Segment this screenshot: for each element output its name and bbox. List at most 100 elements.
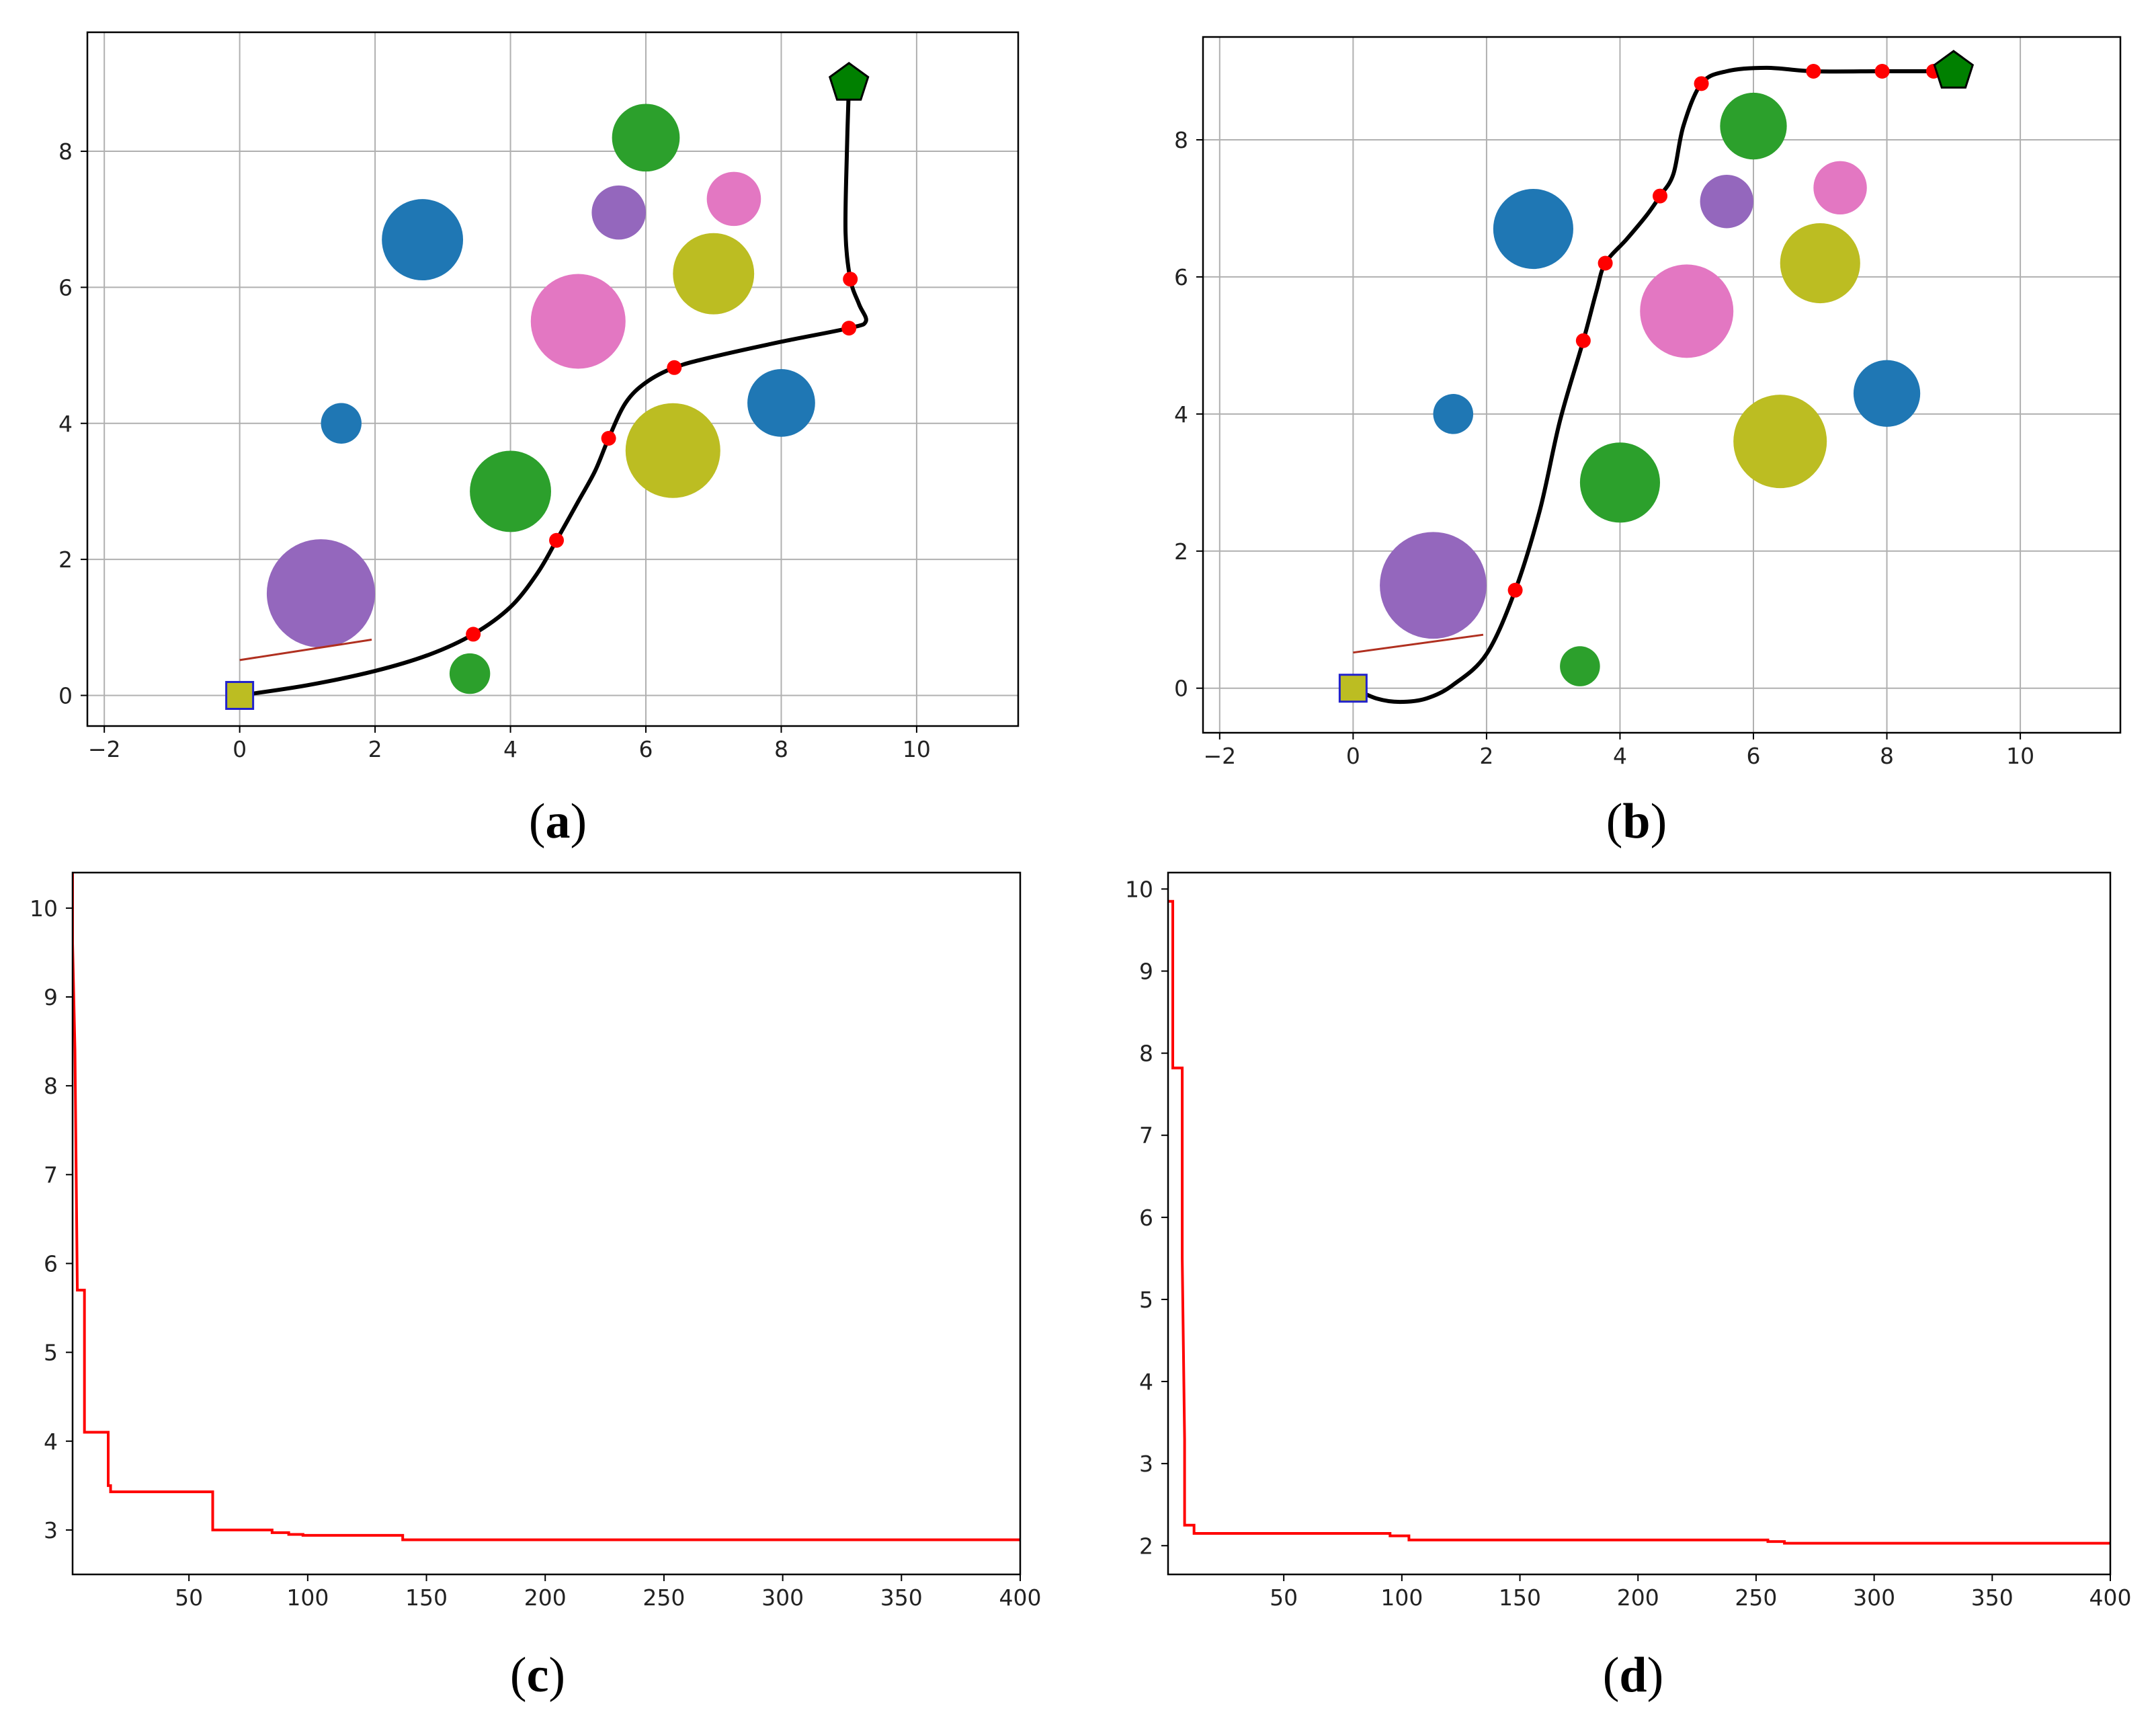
x-tick-label: 6 bbox=[639, 736, 653, 762]
y-tick-label: 4 bbox=[58, 411, 73, 437]
y-tick-label: 3 bbox=[1139, 1451, 1153, 1477]
convergence-plot-d: 50 100 150 200 250 300 350 400 2 3 4 5 6 7 8 9 10 bbox=[1089, 854, 2151, 1627]
y-tick-label: 2 bbox=[1174, 538, 1188, 565]
y-tick-label: 10 bbox=[1125, 876, 1153, 902]
x-tick-label: 200 bbox=[1617, 1584, 1659, 1611]
planned-path-line bbox=[239, 83, 868, 698]
obstacle-circle bbox=[530, 274, 626, 369]
x-tick-label: 150 bbox=[405, 1584, 448, 1611]
y-tick-label: 8 bbox=[1139, 1041, 1153, 1067]
y-tick-label: 7 bbox=[44, 1162, 58, 1188]
waypoint-marker bbox=[549, 532, 565, 548]
convergence-plot-d-svg: 50 100 150 200 250 300 350 400 2 3 4 5 6 7 8 9 10 bbox=[1125, 871, 2132, 1611]
y-tick-label: 7 bbox=[1139, 1123, 1153, 1149]
x-tick-label: 350 bbox=[880, 1584, 923, 1611]
obstacle-circle bbox=[747, 369, 815, 437]
y-tick-label: 9 bbox=[1139, 959, 1153, 985]
obstacle-circle bbox=[1560, 646, 1600, 686]
y-tick-label: 6 bbox=[1174, 264, 1188, 290]
path-plot-a-svg: −2 0 2 4 6 8 10 0 2 4 6 8 bbox=[58, 31, 1020, 762]
plot-content bbox=[1168, 899, 2110, 1545]
y-tick-label: 8 bbox=[44, 1073, 58, 1099]
cost-series-line bbox=[1168, 899, 2110, 1545]
caption-a-letter: a bbox=[545, 794, 571, 849]
obstacle-circle bbox=[382, 199, 464, 281]
plot-content bbox=[225, 62, 870, 710]
caption-c-close: ) bbox=[548, 1648, 566, 1703]
obstacle-circle bbox=[1493, 188, 1573, 270]
x-tick-label: 250 bbox=[1735, 1584, 1777, 1611]
waypoint-marker bbox=[841, 321, 857, 336]
waypoint-marker bbox=[1575, 333, 1591, 348]
obstacle-circle bbox=[1813, 161, 1867, 215]
caption-d: (d) bbox=[1532, 1647, 1734, 1704]
plot-content bbox=[1338, 50, 1975, 705]
obstacle-circle bbox=[673, 233, 755, 315]
x-tick-label: 4 bbox=[1613, 743, 1627, 769]
x-tick-label: 10 bbox=[2006, 743, 2034, 769]
caption-d-letter: d bbox=[1619, 1648, 1647, 1703]
obstacle-circle bbox=[266, 539, 376, 648]
waypoint-marker bbox=[1507, 582, 1523, 598]
waypoint-marker bbox=[1806, 63, 1821, 79]
y-tick-label: 8 bbox=[58, 138, 73, 165]
y-tick-label: 0 bbox=[58, 682, 73, 709]
obstacle-circle bbox=[612, 104, 680, 172]
y-tick-label: 2 bbox=[1139, 1533, 1153, 1559]
convergence-plot-c-svg: 50 100 150 200 250 300 350 400 3 4 5 6 7 8 9 10 bbox=[30, 871, 1042, 1611]
x-tick-label: 250 bbox=[642, 1584, 685, 1611]
x-tick-label: 300 bbox=[1853, 1584, 1895, 1611]
obstacle-circle bbox=[449, 653, 491, 694]
caption-c-letter: c bbox=[526, 1648, 549, 1703]
caption-d-open: ( bbox=[1602, 1648, 1620, 1703]
x-tick-label: 400 bbox=[999, 1584, 1042, 1611]
y-tick-label: 3 bbox=[44, 1517, 58, 1543]
start-square-marker bbox=[225, 680, 255, 710]
obstacle-circle bbox=[1780, 223, 1860, 304]
caption-b-letter: b bbox=[1622, 794, 1651, 849]
y-tick-label: 8 bbox=[1174, 127, 1188, 153]
x-tick-label: −2 bbox=[1203, 743, 1236, 769]
x-tick-label: 0 bbox=[1346, 743, 1360, 769]
waypoint-marker bbox=[466, 627, 481, 642]
x-tick-label: 200 bbox=[524, 1584, 567, 1611]
x-tick-label: 300 bbox=[761, 1584, 804, 1611]
caption-d-close: ) bbox=[1647, 1648, 1664, 1703]
caption-b: (b) bbox=[1536, 793, 1737, 850]
y-tick-label: 6 bbox=[1139, 1205, 1153, 1231]
obstacle-circle bbox=[1380, 532, 1487, 639]
waypoint-marker bbox=[601, 431, 616, 446]
waypoint-marker bbox=[1598, 255, 1613, 271]
caption-b-close: ) bbox=[1650, 794, 1667, 849]
x-tick-label: 2 bbox=[368, 736, 382, 762]
x-tick-label: 6 bbox=[1747, 743, 1761, 769]
x-tick-label: 8 bbox=[1880, 743, 1894, 769]
waypoint-marker bbox=[1694, 76, 1709, 91]
caption-b-open: ( bbox=[1606, 794, 1623, 849]
x-tick-label: 10 bbox=[903, 736, 931, 762]
obstacle-circle bbox=[625, 403, 720, 498]
obstacle-circle bbox=[1700, 175, 1753, 229]
obstacle-circle bbox=[1579, 442, 1661, 523]
waypoint-marker bbox=[843, 272, 858, 287]
y-tick-label: 0 bbox=[1174, 676, 1188, 702]
y-tick-label: 4 bbox=[1174, 401, 1188, 428]
y-tick-label: 5 bbox=[1139, 1287, 1153, 1313]
caption-a-close: ) bbox=[570, 794, 587, 849]
caption-a-open: ( bbox=[528, 794, 546, 849]
y-tick-label: 9 bbox=[44, 984, 58, 1010]
axes-frame bbox=[1167, 871, 2112, 1576]
x-tick-label: 50 bbox=[175, 1584, 203, 1611]
x-tick-label: 0 bbox=[233, 736, 247, 762]
path-plot-a: −2 0 2 4 6 8 10 0 2 4 6 8 bbox=[0, 0, 1048, 766]
x-tick-label: 100 bbox=[286, 1584, 329, 1611]
y-tick-label: 6 bbox=[58, 274, 73, 300]
x-tick-label: −2 bbox=[88, 736, 121, 762]
plot-content bbox=[73, 873, 1020, 1541]
initial-guess-stroke bbox=[1353, 633, 1484, 654]
x-tick-label: 150 bbox=[1499, 1584, 1541, 1611]
obstacle-circle bbox=[321, 403, 362, 444]
convergence-plot-c: 50 100 150 200 250 300 350 400 3 4 5 6 7 8 9 10 bbox=[0, 854, 1062, 1627]
y-tick-label: 6 bbox=[44, 1250, 58, 1277]
obstacle-circle bbox=[591, 185, 646, 240]
